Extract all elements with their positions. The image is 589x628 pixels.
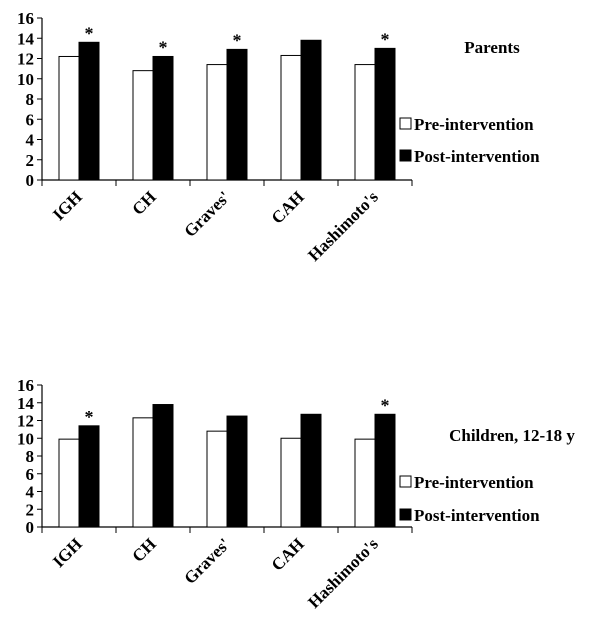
x-category-label: CH (128, 534, 159, 565)
y-tick-label: 10 (17, 70, 34, 89)
x-category-label: Hashimoto's (304, 187, 382, 265)
significance-marker: * (381, 395, 390, 415)
x-category-label: CAH (268, 534, 308, 574)
x-category-label: IGH (49, 534, 86, 571)
x-category-label: Graves' (180, 534, 233, 587)
significance-marker: * (159, 37, 168, 57)
legend-label-pre: Pre-intervention (414, 115, 534, 134)
bar-post-intervention (300, 39, 322, 181)
bar-post-intervention (300, 413, 322, 528)
significance-marker: * (381, 29, 390, 49)
y-tick-label: 14 (17, 29, 35, 48)
y-tick-label: 0 (26, 171, 35, 190)
bar-post-intervention (152, 404, 174, 528)
bar-post-intervention (374, 47, 396, 181)
y-tick-label: 2 (26, 151, 35, 170)
x-category-label: CAH (268, 187, 308, 227)
bar-post-intervention (374, 413, 396, 528)
significance-marker: * (85, 23, 94, 43)
y-tick-label: 14 (17, 394, 35, 413)
bar-pre-intervention (206, 430, 228, 528)
x-category-label: CH (128, 187, 159, 218)
legend-swatch-pre (399, 117, 412, 130)
x-category-label: IGH (49, 187, 86, 224)
bar-pre-intervention (58, 438, 80, 528)
y-tick-label: 6 (26, 465, 35, 484)
bar-pre-intervention (206, 64, 228, 181)
significance-marker: * (85, 407, 94, 427)
chart-title: Parents (464, 38, 520, 57)
y-tick-label: 10 (17, 429, 34, 448)
bar-pre-intervention (132, 70, 154, 181)
bar-post-intervention (78, 41, 100, 181)
bar-pre-intervention (280, 437, 302, 528)
bar-pre-intervention (132, 417, 154, 528)
y-tick-label: 8 (26, 447, 35, 466)
bar-pre-intervention (58, 55, 80, 181)
y-tick-label: 6 (26, 110, 35, 129)
bar-post-intervention (78, 425, 100, 528)
legend-swatch-post (399, 149, 412, 162)
bar-pre-intervention (354, 64, 376, 181)
bar-post-intervention (226, 48, 248, 181)
x-category-label: Graves' (180, 187, 233, 240)
significance-marker: * (233, 30, 242, 50)
legend-swatch-pre (399, 475, 412, 488)
legend-swatch-post (399, 508, 412, 521)
y-tick-label: 12 (17, 50, 34, 69)
y-tick-label: 16 (17, 9, 34, 28)
bar-post-intervention (152, 55, 174, 181)
y-tick-label: 12 (17, 412, 34, 431)
y-tick-label: 8 (26, 90, 35, 109)
y-tick-label: 16 (17, 376, 34, 395)
x-category-label: Hashimoto's (304, 534, 382, 612)
legend-label-post: Post-intervention (414, 506, 540, 525)
legend-label-pre: Pre-intervention (414, 473, 534, 492)
legend-label-post: Post-intervention (414, 147, 540, 166)
y-tick-label: 4 (26, 483, 35, 502)
y-tick-label: 2 (26, 500, 35, 519)
bar-post-intervention (226, 415, 248, 528)
bar-pre-intervention (280, 54, 302, 181)
y-tick-label: 4 (26, 131, 35, 150)
bar-pre-intervention (354, 438, 376, 528)
chart-title: Children, 12-18 y (449, 426, 575, 445)
y-tick-label: 0 (26, 518, 35, 537)
